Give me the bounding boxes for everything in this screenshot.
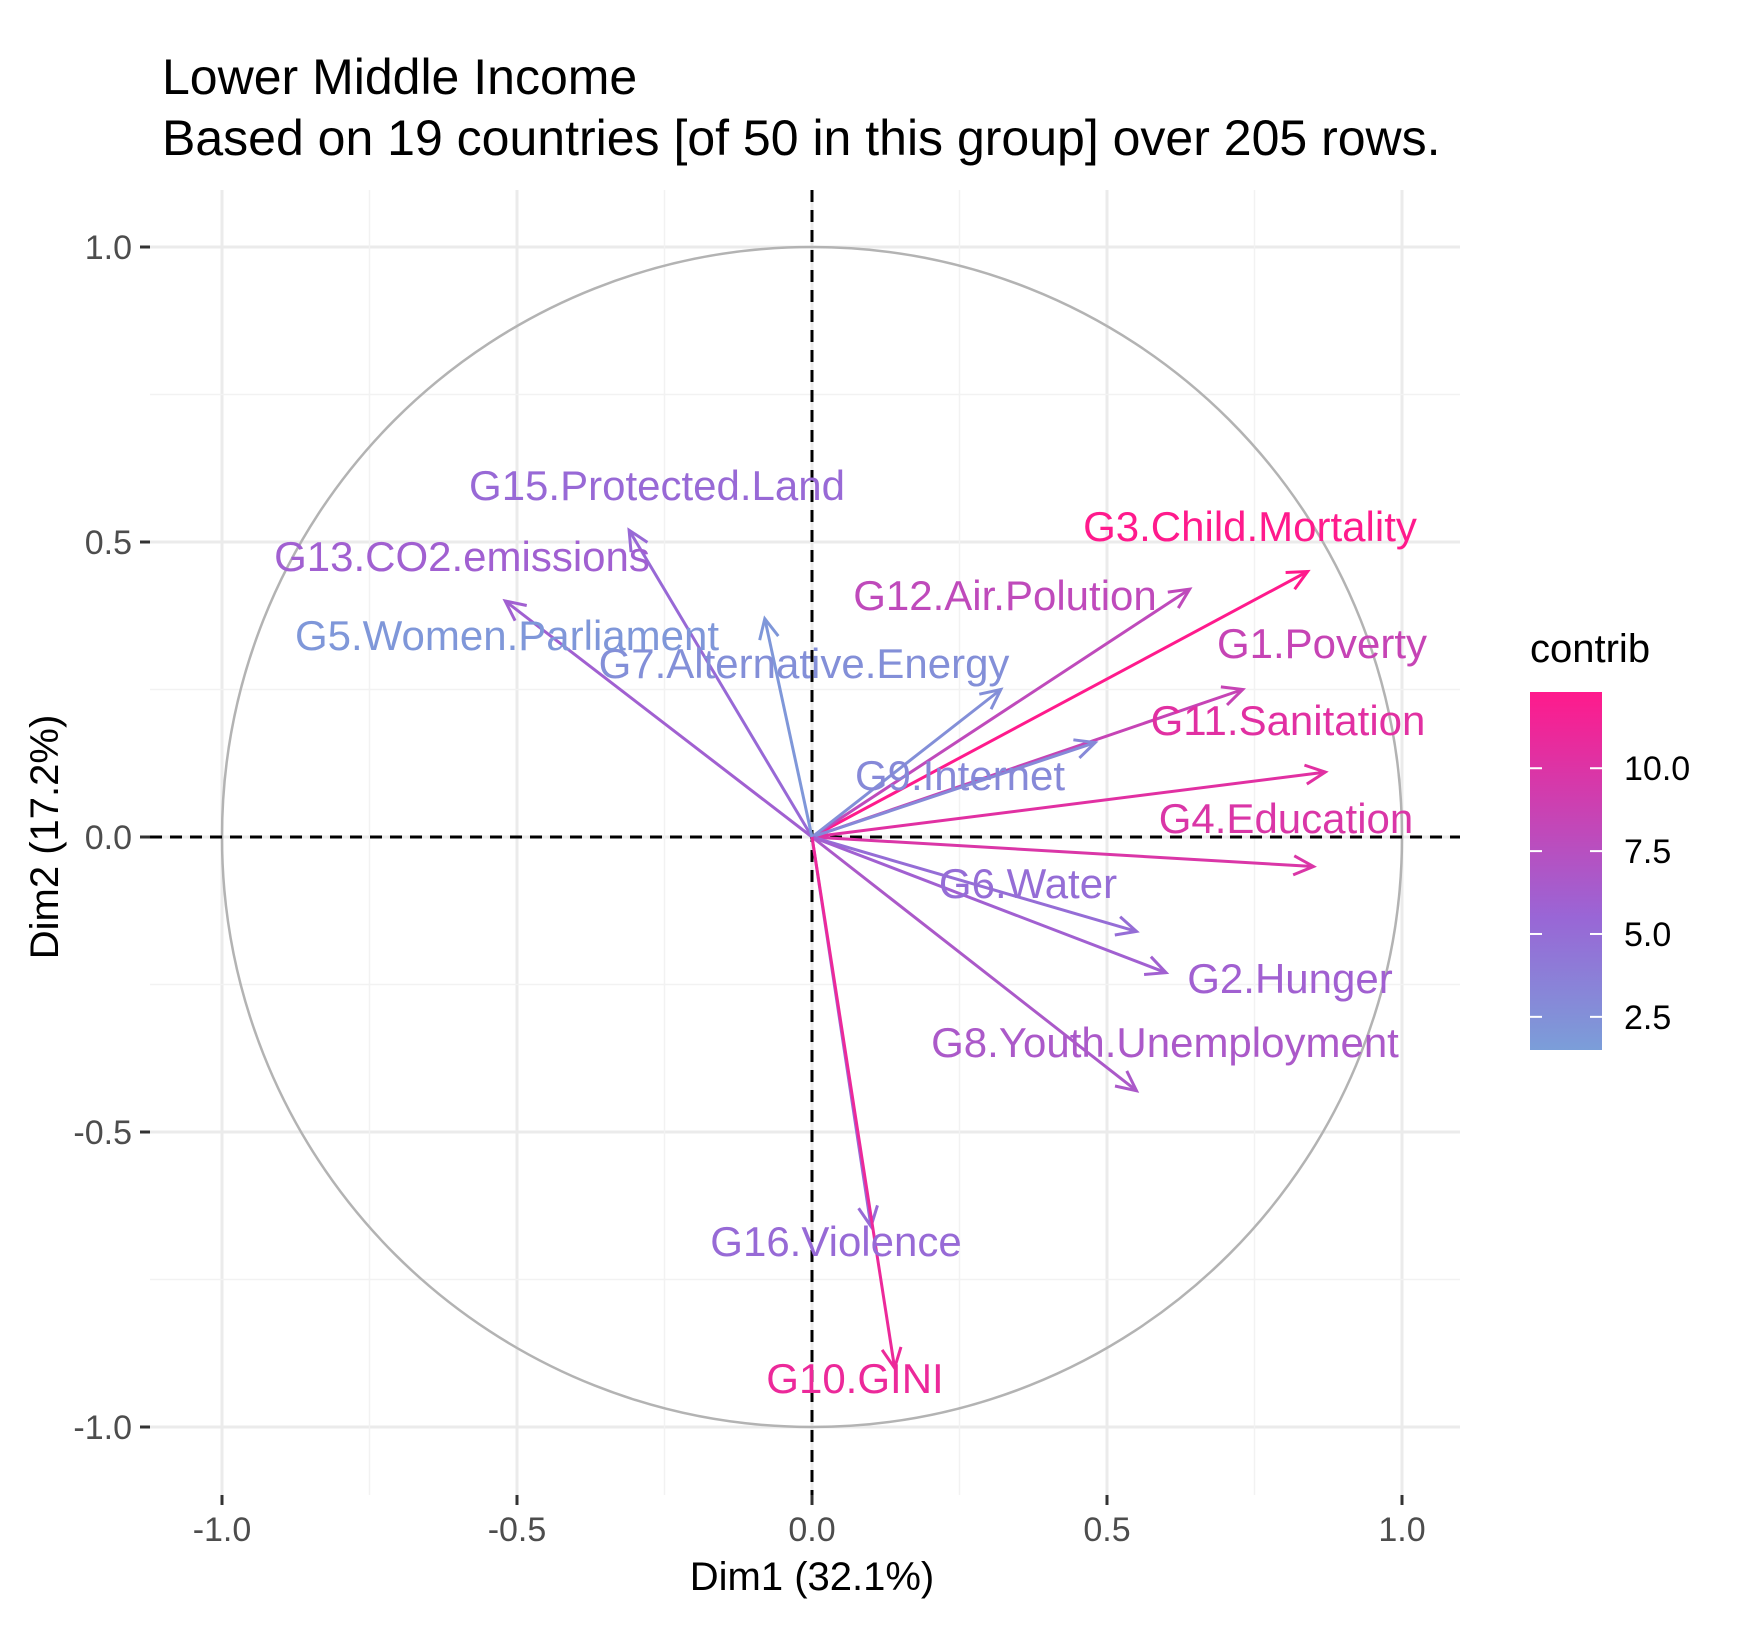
x-tick-label: 0.0 <box>788 1511 835 1549</box>
x-tick-label: -0.5 <box>488 1511 547 1549</box>
axis-layer: -1.0 -0.5 0.0 0.5 1.0 1.0 0.5 0.0 -0.5 -1.0 <box>73 229 1425 1549</box>
arrow-shaft <box>627 529 814 838</box>
legend-title: contrib <box>1530 627 1650 671</box>
legend-tick-label: 2.5 <box>1624 999 1671 1037</box>
variable-arrow-10 <box>627 527 814 838</box>
legend-color-bar <box>1530 692 1602 1050</box>
arrow-head <box>978 687 1004 710</box>
variable-arrow-14 <box>810 836 903 1372</box>
arrow-head <box>1143 955 1170 977</box>
variable-label: G11.Sanitation <box>1151 697 1426 744</box>
arrow-shaft <box>811 835 1314 868</box>
y-tick-label: 1.0 <box>85 229 132 267</box>
variable-arrow-7 <box>811 835 1140 937</box>
arrow-head <box>1220 685 1246 707</box>
legend-tick-label: 5.0 <box>1624 916 1671 954</box>
arrow-shaft <box>811 835 1138 1092</box>
variable-arrow-0 <box>811 569 1311 839</box>
arrow-head <box>857 1204 879 1230</box>
arrow-shaft <box>811 688 1002 839</box>
x-tick-label: 0.5 <box>1083 1511 1130 1549</box>
variable-arrow-11 <box>502 598 813 839</box>
reference-lines-layer <box>150 190 1460 1495</box>
variable-arrow-5 <box>811 738 1099 839</box>
arrow-head <box>627 527 649 553</box>
color-legend: contrib 10.0 7.5 5.0 2.5 <box>1530 627 1690 1050</box>
arrow-shaft <box>810 836 897 1369</box>
arrow-shaft <box>811 770 1326 839</box>
arrow-head <box>1073 738 1099 759</box>
chart-title: Lower Middle Income <box>162 49 637 105</box>
variable-label: G8.Youth.Unemployment <box>931 1019 1399 1066</box>
arrow-shaft <box>811 570 1309 839</box>
variable-label: G2.Hunger <box>1187 955 1392 1002</box>
variable-label: G10.GINI <box>766 1355 943 1402</box>
legend-ticks: 10.0 7.5 5.0 2.5 <box>1530 750 1690 1037</box>
variable-label: G12.Air.Polution <box>853 572 1157 619</box>
variable-label: G5.Women.Parliament <box>295 612 719 659</box>
chart-title-group: Lower Middle Income Based on 19 countrie… <box>162 49 1441 166</box>
arrow-head <box>1167 587 1193 609</box>
arrow-shaft <box>763 618 814 838</box>
variable-label: G15.Protected.Land <box>469 462 845 509</box>
arrow-head <box>502 598 528 622</box>
arrow-shaft <box>504 599 813 839</box>
arrow-head <box>1303 763 1329 786</box>
grid-layer <box>150 190 1460 1495</box>
arrow-shaft <box>811 741 1096 839</box>
legend-tick-label: 10.0 <box>1624 750 1690 788</box>
variable-label: G9.Internet <box>855 752 1065 799</box>
y-tick-label: 0.5 <box>85 524 132 562</box>
arrow-head <box>758 615 780 641</box>
variable-arrow-8 <box>811 835 1170 977</box>
variable-arrows-layer <box>502 527 1329 1372</box>
legend-tick-label: 7.5 <box>1624 833 1671 871</box>
x-tick-label: 1.0 <box>1378 1511 1425 1549</box>
variable-label: G3.Child.Mortality <box>1083 503 1417 550</box>
variable-label: G4.Education <box>1159 795 1414 842</box>
variable-label: G6.Water <box>939 860 1117 907</box>
arrow-shaft <box>811 835 1167 975</box>
variable-arrow-6 <box>811 687 1004 839</box>
x-axis-title: Dim1 (32.1%) <box>690 1555 935 1599</box>
arrow-head <box>1114 1070 1140 1093</box>
arrow-head <box>1292 854 1317 877</box>
variable-arrow-9 <box>811 835 1140 1093</box>
variable-arrow-4 <box>811 835 1317 877</box>
y-tick-label: 0.0 <box>85 819 132 857</box>
arrow-head <box>1114 915 1140 937</box>
arrow-head <box>880 1346 903 1372</box>
variable-label: G7.Alternative.Energy <box>599 640 1010 687</box>
variable-label: G16.Violence <box>710 1218 961 1265</box>
variable-arrow-3 <box>811 763 1329 839</box>
arrow-shaft <box>811 835 1137 933</box>
variable-labels-layer: G3.Child.Mortality G12.Air.Polution G1.Pov… <box>274 462 1427 1402</box>
variable-label: G13.CO2.emissions <box>274 533 650 580</box>
x-tick-label: -1.0 <box>193 1511 252 1549</box>
variable-arrow-12 <box>758 615 814 838</box>
variable-arrow-1 <box>811 587 1193 839</box>
arrow-shaft <box>811 587 1191 839</box>
y-axis-title: Dim2 (17.2%) <box>23 715 67 960</box>
y-tick-label: -1.0 <box>73 1409 132 1447</box>
variable-label: G1.Poverty <box>1217 620 1427 667</box>
chart-subtitle: Based on 19 countries [of 50 in this gro… <box>162 110 1441 166</box>
y-tick-label: -0.5 <box>73 1114 132 1152</box>
arrow-head <box>1285 569 1311 591</box>
